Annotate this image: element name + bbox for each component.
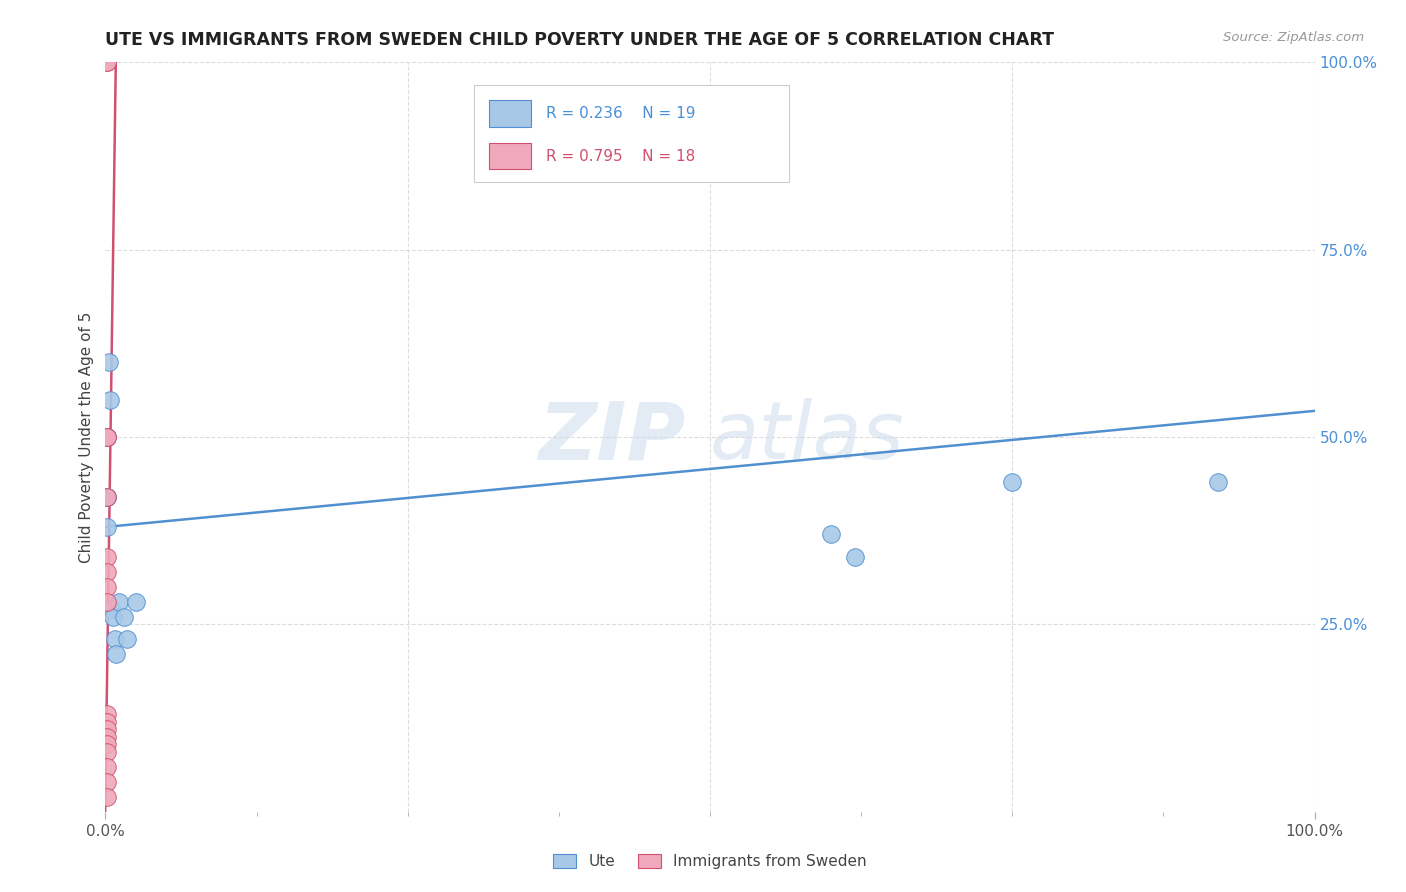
Point: [96, 520, 118, 534]
Point: [96, 595, 118, 609]
Point: [96, 714, 118, 729]
Point: [96, 723, 118, 737]
Point: [125, 595, 148, 609]
Point: [96, 737, 118, 751]
Point: [100, 602, 122, 616]
FancyBboxPatch shape: [474, 85, 789, 182]
Point: [96, 774, 118, 789]
FancyBboxPatch shape: [489, 143, 531, 169]
Text: R = 0.236    N = 19: R = 0.236 N = 19: [546, 106, 695, 121]
Point: [96, 707, 118, 722]
Point: [96, 730, 118, 744]
Text: UTE VS IMMIGRANTS FROM SWEDEN CHILD POVERTY UNDER THE AGE OF 5 CORRELATION CHART: UTE VS IMMIGRANTS FROM SWEDEN CHILD POVE…: [105, 31, 1054, 49]
Point: [96, 430, 118, 444]
Text: atlas: atlas: [710, 398, 905, 476]
Point: [96, 490, 118, 504]
Point: [96, 580, 118, 594]
Point: [105, 648, 128, 662]
Point: [115, 632, 138, 647]
Point: [1001, 475, 1024, 489]
Point: [96, 549, 118, 564]
Point: [1206, 475, 1229, 489]
Point: [112, 610, 135, 624]
Legend: Ute, Immigrants from Sweden: Ute, Immigrants from Sweden: [547, 847, 873, 875]
Text: R = 0.795    N = 18: R = 0.795 N = 18: [546, 149, 695, 163]
Point: [104, 632, 127, 647]
Point: [96, 430, 118, 444]
Point: [107, 595, 129, 609]
Point: [96, 490, 118, 504]
Text: ZIP: ZIP: [538, 398, 686, 476]
Point: [96, 760, 118, 774]
Point: [96, 430, 118, 444]
Point: [96, 565, 118, 579]
Point: [96, 490, 118, 504]
Text: Source: ZipAtlas.com: Source: ZipAtlas.com: [1223, 31, 1364, 45]
Point: [101, 610, 124, 624]
Point: [98, 392, 121, 407]
FancyBboxPatch shape: [489, 100, 531, 127]
Point: [96, 55, 118, 70]
Point: [96, 745, 118, 759]
Point: [96, 430, 118, 444]
Point: [844, 549, 866, 564]
Point: [820, 527, 842, 541]
Point: [96, 55, 118, 70]
Point: [98, 355, 121, 369]
Y-axis label: Child Poverty Under the Age of 5: Child Poverty Under the Age of 5: [79, 311, 94, 563]
Point: [96, 789, 118, 804]
